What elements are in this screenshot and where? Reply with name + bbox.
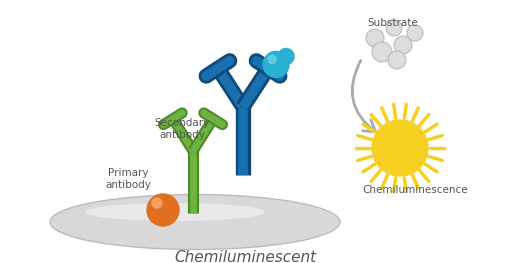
Circle shape [263, 52, 289, 77]
Ellipse shape [50, 195, 340, 250]
Circle shape [407, 25, 423, 41]
Circle shape [394, 36, 412, 54]
FancyArrowPatch shape [352, 60, 376, 132]
Circle shape [372, 42, 392, 62]
Text: Chemiluminescent: Chemiluminescent [174, 250, 316, 263]
Circle shape [386, 20, 402, 36]
Circle shape [268, 55, 276, 63]
Ellipse shape [85, 203, 265, 221]
Circle shape [366, 29, 384, 47]
Circle shape [147, 194, 179, 226]
Text: Substrate: Substrate [368, 18, 418, 28]
Circle shape [152, 198, 162, 208]
Text: Secondary
antibody: Secondary antibody [155, 118, 209, 140]
Circle shape [278, 48, 294, 64]
Circle shape [372, 120, 428, 176]
Text: Primary
antibody: Primary antibody [105, 168, 151, 190]
Circle shape [388, 51, 406, 69]
Text: Chemiluminescence: Chemiluminescence [362, 185, 468, 195]
